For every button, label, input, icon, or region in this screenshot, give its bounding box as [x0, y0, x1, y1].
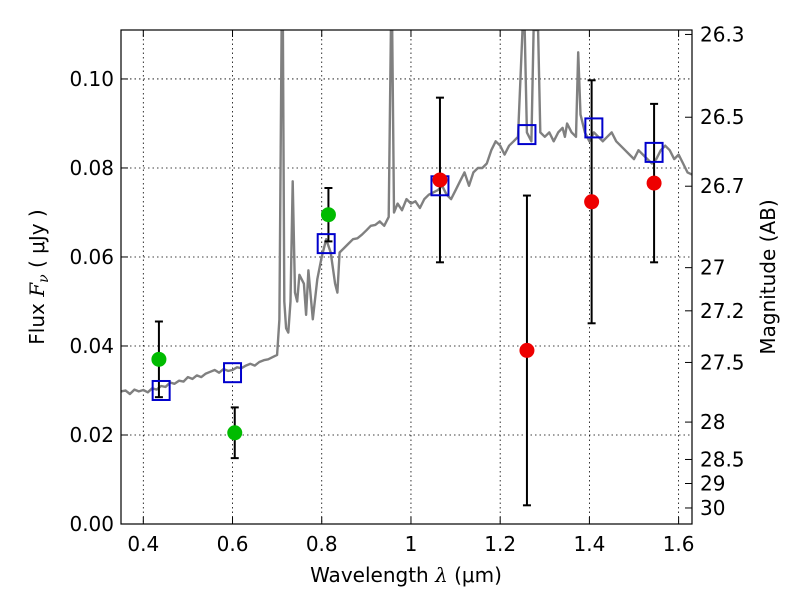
y-tick-label: 0.06 [69, 245, 114, 269]
hst-observed-point [584, 194, 600, 210]
x-tick-label: 0.4 [127, 532, 159, 556]
model-photometry-square [223, 362, 243, 384]
y2-tick-label: 30 [700, 496, 725, 520]
y2-tick-label: 26.3 [700, 22, 745, 46]
model-spectrum-layer [121, 30, 692, 396]
y2-tick-label: 27.5 [700, 350, 745, 374]
y-axis-label: Flux Fν ( μJy ) [25, 209, 52, 344]
hst-observed-point [519, 342, 535, 358]
ground-observed-point [151, 351, 167, 367]
hst-observed-point [432, 172, 448, 188]
model-spectrum-line [121, 30, 692, 396]
x-axis-label: Wavelength λ (μm) [310, 563, 502, 587]
model-photometry-square [584, 117, 604, 139]
model-photometry-square [517, 124, 537, 146]
y-tick-label: 0.04 [69, 334, 114, 358]
y-tick-label: 0.00 [69, 512, 114, 536]
y-tick-label: 0.08 [69, 156, 114, 180]
y2-tick-label: 26.5 [700, 105, 745, 129]
y2-tick-label: 27 [700, 256, 725, 280]
x-tick-label: 0.8 [306, 532, 338, 556]
y2-axis-label: Magnitude (AB) [756, 199, 780, 354]
x-tick-label: 1.2 [484, 532, 516, 556]
y2-tick-label: 26.7 [700, 174, 745, 198]
hst-observed-point [646, 175, 662, 191]
x-tick-label: 0.6 [217, 532, 249, 556]
model-photometry-square [644, 141, 664, 163]
y2-tick-label: 29 [700, 472, 725, 496]
y2-tick-label: 28 [700, 410, 725, 434]
axis-ticks: 0.4 0.6 0.8 1 1.2 1.4 1.6 0.00 0.02 0.04 0.06 0.08 0… [69, 22, 744, 556]
model-photometry-square [316, 233, 336, 255]
model-photometry-square [151, 379, 171, 401]
data-markers [151, 79, 664, 507]
x-tick-label: 1.6 [663, 532, 695, 556]
plot-frame [120, 29, 693, 525]
ground-observed-point [227, 425, 243, 441]
y2-tick-label: 28.5 [700, 447, 745, 471]
ground-observed-point [320, 207, 336, 223]
x-tick-label: 1 [405, 532, 418, 556]
y-tick-label: 0.02 [69, 423, 114, 447]
y-tick-label: 0.10 [69, 67, 114, 91]
y2-tick-label: 27.2 [700, 299, 745, 323]
x-tick-label: 1.4 [573, 532, 605, 556]
grid-lines [121, 30, 692, 525]
